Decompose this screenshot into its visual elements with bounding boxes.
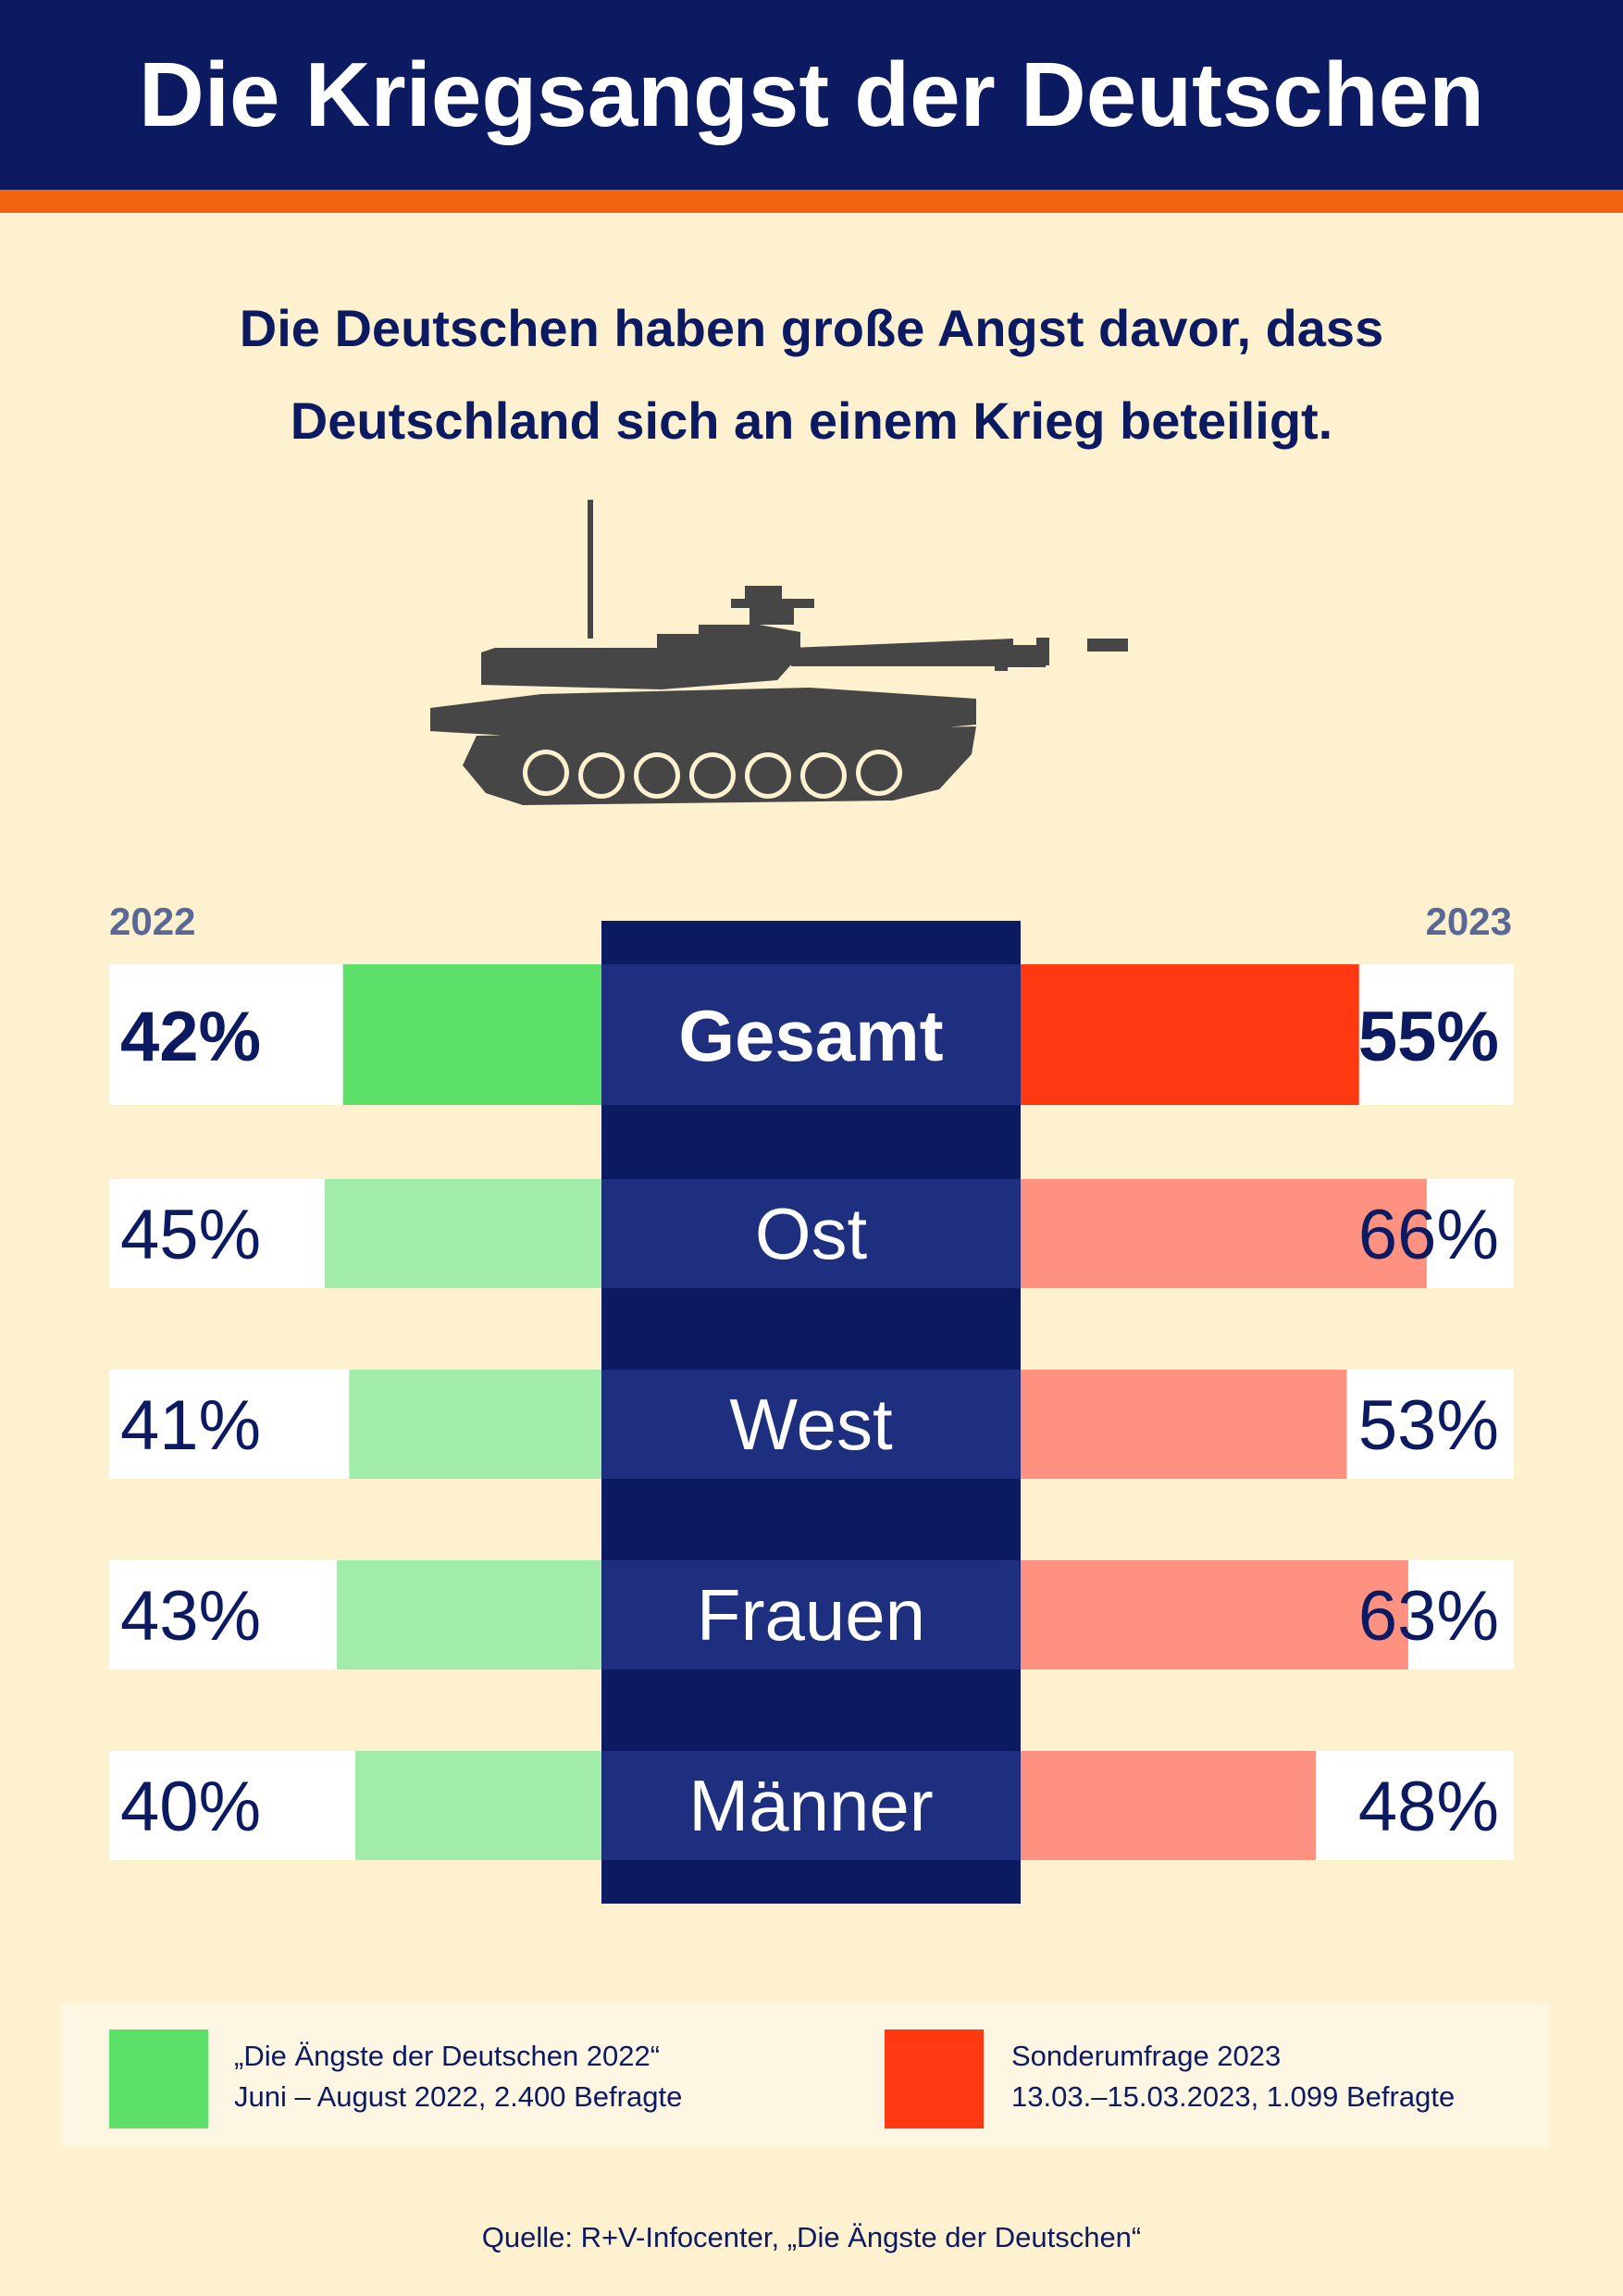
subtitle-line-2: Deutschland sich an einem Krieg beteilig… [290,391,1333,450]
value-label-2022: 43% [120,1577,261,1656]
category-band [601,1179,1021,1288]
chart-row-ost: 45% 66% Ost [109,1179,1514,1288]
category-band [601,1751,1021,1860]
legend-swatch-2022 [109,2029,208,2128]
category-label: Männer [688,1765,933,1846]
bar-2022-west [349,1370,601,1479]
subtitle: Die Deutschen haben große Angst davor, d… [0,282,1623,467]
value-label-2023: 53% [1358,1386,1499,1465]
bar-2022-gesamt [342,964,601,1105]
left-year-label: 2022 [109,900,195,943]
value-label-2022: 45% [120,1196,261,1274]
category-band [601,964,1021,1105]
bar-2023-ost [1021,1179,1427,1288]
category-band [601,1560,1021,1669]
legend [60,2004,1548,2147]
value-label-2023: 55% [1358,998,1499,1076]
accent-stripe [0,190,1623,213]
source-note: Quelle: R+V-Infocenter, „Die Ängste der … [481,2221,1142,2253]
chart-row-gesamt: 42% 55% Gesamt [109,964,1514,1105]
value-label-2022: 41% [120,1386,261,1465]
value-label-2022: 42% [120,998,261,1076]
legend-2022-line-1: „Die Ängste der Deutschen 2022“ [234,2040,661,2072]
category-label: Ost [755,1193,868,1274]
bar-2023-frauen [1021,1560,1408,1669]
chart-row-männer: 40% 48% Männer [109,1751,1514,1860]
legend-text-2023: Sonderumfrage 2023 13.03.–15.03.2023, 1.… [1011,2036,1455,2117]
legend-2022-line-2: Juni – August 2022, 2.400 Befragte [234,2080,683,2113]
value-label-2023: 48% [1358,1768,1499,1846]
bar-2022-männer [355,1751,601,1860]
bar-2022-ost [324,1179,601,1288]
legend-swatch-2023 [885,2029,984,2128]
chart-row-frauen: 43% 63% Frauen [109,1560,1514,1669]
category-label: West [729,1384,893,1465]
category-band [601,1370,1021,1479]
right-year-label: 2023 [1426,900,1512,943]
bar-2023-gesamt [1021,964,1359,1105]
category-label: Frauen [697,1574,925,1656]
bar-2023-west [1021,1370,1347,1479]
value-label-2022: 40% [120,1768,261,1846]
legend-text-2022: „Die Ängste der Deutschen 2022“ Juni – A… [234,2036,682,2117]
legend-2023-line-1: Sonderumfrage 2023 [1011,2040,1282,2072]
chart-row-west: 41% 53% West [109,1370,1514,1479]
bar-2022-frauen [337,1560,601,1669]
page-title: Die Kriegsangst der Deutschen [0,0,1623,190]
legend-2023-line-2: 13.03.–15.03.2023, 1.099 Befragte [1011,2080,1456,2113]
value-label-2023: 66% [1358,1196,1499,1274]
bar-2023-männer [1021,1751,1317,1860]
value-label-2023: 63% [1358,1577,1499,1656]
category-label: Gesamt [678,995,943,1076]
tank-icon [430,500,1128,805]
subtitle-line-1: Die Deutschen haben große Angst davor, d… [239,299,1384,357]
